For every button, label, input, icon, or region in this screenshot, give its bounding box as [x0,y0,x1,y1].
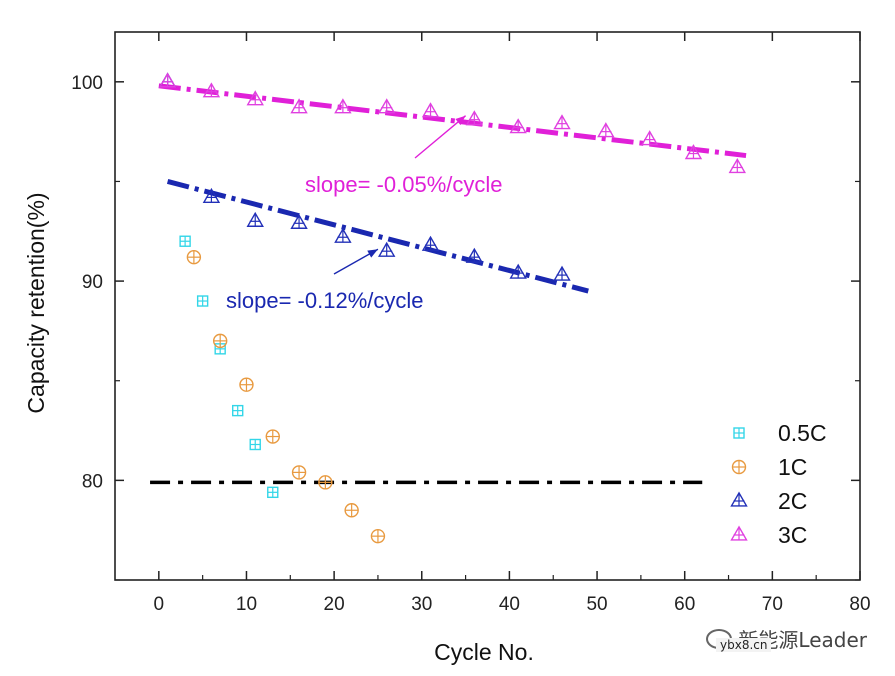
point-3C-10 [597,122,615,138]
point-0.5C-3 [232,404,244,417]
annotation-arrowhead-1 [367,249,378,258]
y-tick-label: 80 [82,471,103,492]
legend-marker-1C [731,459,747,475]
y-axis-title: Capacity retention(%) [23,192,49,413]
point-3C-7 [465,110,484,126]
point-1C-4 [291,465,307,480]
annotation-arrowhead-0 [455,115,466,126]
x-tick-label: 40 [499,594,520,615]
point-2C-8 [509,263,527,279]
point-2C-3 [290,213,308,229]
legend-marker-2C [730,491,748,507]
point-3C-5 [377,98,396,114]
legend-marker-3C [730,525,748,541]
legend-marker-0.5C [733,427,745,439]
point-1C-0 [186,249,202,265]
x-tick-label: 60 [674,594,695,615]
point-1C-2 [239,377,254,392]
annotations: slope= -0.05%/cycle slope= -0.12%/cycle [226,115,503,313]
point-0.5C-4 [249,438,261,451]
point-2C-1 [202,187,221,204]
y-tick-label: 90 [82,272,103,293]
x-tick-label: 0 [154,594,165,615]
point-2C-2 [246,211,264,227]
x-tick-label: 10 [236,594,257,615]
plot-frame [114,31,861,581]
point-3C-2 [246,90,264,106]
x-tick-label: 30 [411,594,432,615]
plot-border [114,31,861,581]
axis-ticks: 0 10 20 30 40 50 60 70 80 80 90 100 [71,32,871,615]
point-3C-13 [728,158,747,174]
legend-label-3C: 3C [778,522,807,548]
fit-line-1 [166,179,589,294]
point-2C-9 [553,265,571,281]
fit-lines [150,83,747,485]
point-3C-11 [640,130,659,146]
point-3C-1 [202,82,221,98]
annotation-text-1: slope= -0.12%/cycle [226,288,424,313]
point-3C-3 [290,98,308,114]
data-markers [158,72,747,544]
x-tick-label: 50 [586,594,607,615]
legend-label-2C: 2C [778,488,807,514]
point-3C-8 [509,118,527,134]
point-1C-5 [318,475,333,490]
point-2C-6 [421,235,440,251]
x-axis-title: Cycle No. [434,639,534,665]
x-tick-label: 20 [324,594,345,615]
y-tick-label: 100 [71,73,103,94]
point-3C-12 [684,144,703,160]
point-2C-5 [377,241,396,257]
point-3C-0 [158,72,177,88]
legend: 0.5C 1C 2C 3C [730,420,827,548]
point-0.5C-1 [196,295,209,307]
point-1C-1 [212,333,228,349]
annotation-text-0: slope= -0.05%/cycle [305,172,503,197]
fit-line-0 [158,83,747,159]
legend-label-0.5C: 0.5C [778,420,827,446]
point-0.5C-5 [267,486,279,499]
point-3C-9 [553,114,571,130]
point-1C-6 [344,503,359,518]
x-tick-label: 70 [762,594,783,615]
point-3C-4 [334,98,352,114]
point-2C-7 [465,247,484,263]
point-1C-7 [370,528,386,544]
watermark-site: ybx8.cn [716,638,772,652]
point-3C-6 [421,102,440,118]
point-0.5C-0 [179,235,191,247]
annotation-arrow-0 [414,115,467,159]
point-1C-3 [265,429,280,444]
x-tick-label: 80 [849,594,870,615]
legend-label-1C: 1C [778,454,807,480]
point-2C-4 [334,227,352,243]
